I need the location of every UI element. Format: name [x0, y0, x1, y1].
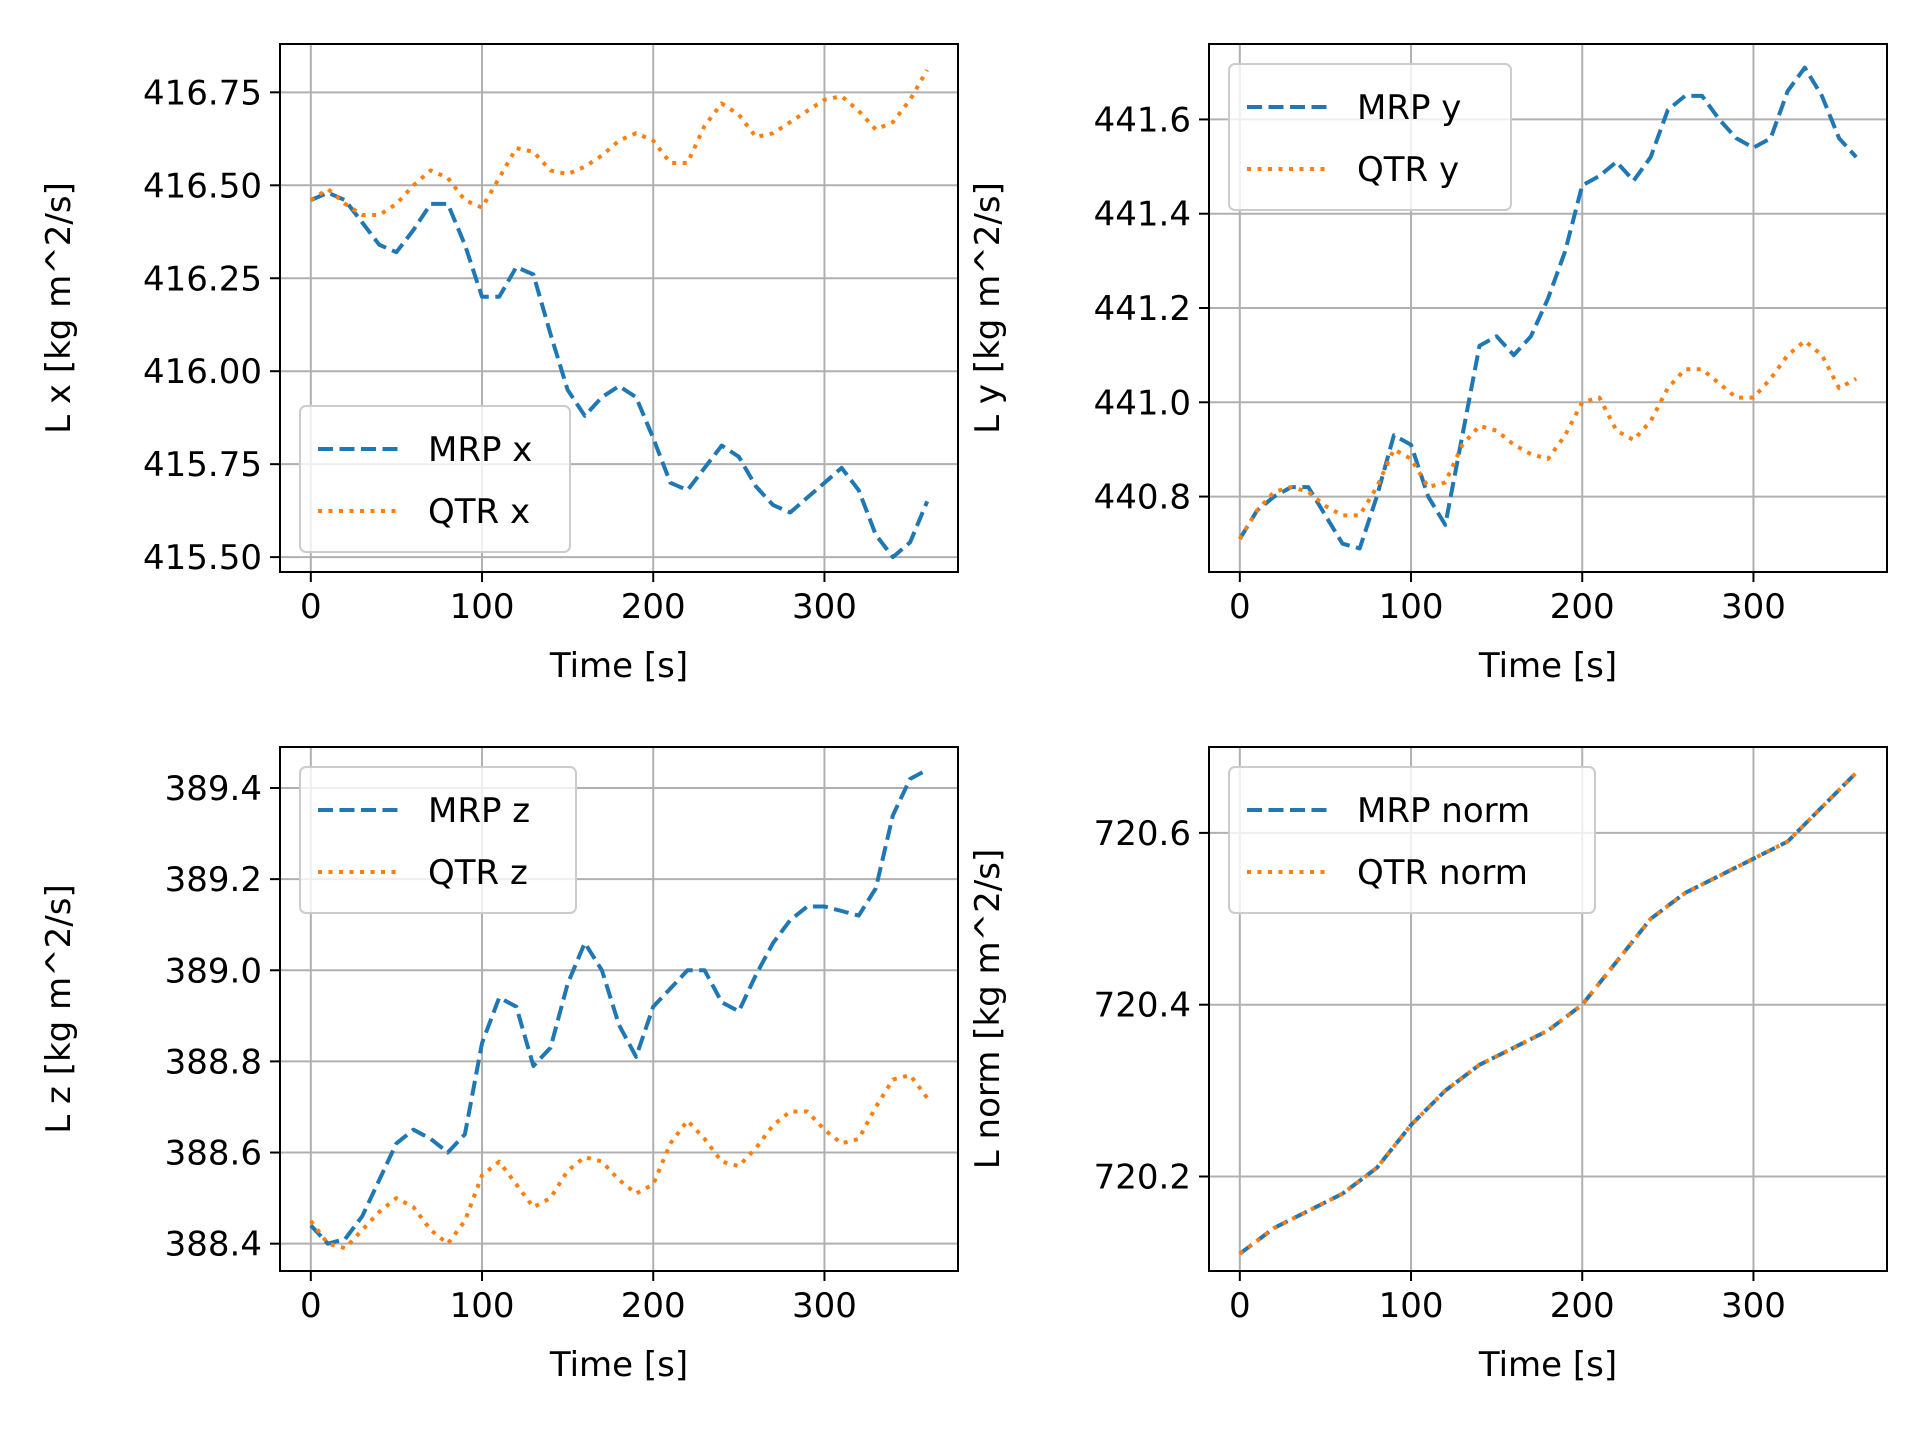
y-tick-label: 441.4: [1094, 195, 1191, 235]
series-line-qtr-z: [309, 1073, 929, 1251]
y-tick-label: 720.4: [1094, 986, 1191, 1026]
series-line-mrp-y: [1238, 65, 1858, 551]
y-tick-label: 416.25: [143, 259, 262, 299]
y-tick-label: 441.2: [1094, 289, 1191, 329]
x-tick-label: 200: [1550, 587, 1615, 627]
y-tick-label: 415.50: [143, 538, 262, 578]
axes-frame: [279, 43, 959, 573]
x-tick-label: 200: [621, 587, 686, 627]
x-tick-label: 0: [1229, 1286, 1251, 1326]
x-axis-label: Time [s]: [549, 1345, 688, 1385]
x-tick-label: 300: [792, 587, 857, 627]
x-tick-label: 200: [621, 1286, 686, 1326]
y-tick-label: 720.6: [1094, 814, 1191, 854]
y-tick-label: 440.8: [1094, 478, 1191, 518]
legend-label: QTR norm: [1357, 853, 1528, 893]
legend: MRP x QTR x: [299, 405, 571, 553]
subplot-3: 0 100 200 300 388.4 388.6 388.8 389.0 389.2 389.4…: [39, 746, 959, 1385]
legend-box: [299, 405, 571, 553]
legend-label: QTR y: [1357, 150, 1459, 190]
legend-label: MRP z: [428, 791, 530, 831]
axes-frame: [279, 746, 959, 1272]
x-tick-label: 200: [1550, 1286, 1615, 1326]
x-tick-label: 100: [450, 587, 515, 627]
y-tick-label: 441.6: [1094, 100, 1191, 140]
y-axis-label: L z [kg m^2/s]: [39, 884, 79, 1133]
legend-label: MRP x: [428, 430, 532, 470]
y-tick-label: 415.75: [143, 445, 262, 485]
legend-box: [1228, 63, 1512, 211]
x-axis-label: Time [s]: [1478, 1345, 1617, 1385]
x-tick-label: 300: [792, 1286, 857, 1326]
x-tick-label: 0: [1229, 587, 1251, 627]
y-tick-label: 416.75: [143, 73, 262, 113]
legend-box: [299, 766, 577, 914]
y-tick-label: 389.0: [165, 951, 262, 991]
legend: MRP z QTR z: [299, 766, 577, 914]
y-axis-label: L y [kg m^2/s]: [968, 182, 1008, 434]
series-line-qtr-x: [309, 69, 929, 217]
legend-box: [1228, 766, 1596, 914]
x-axis-label: Time [s]: [1478, 646, 1617, 686]
x-tick-label: 300: [1721, 587, 1786, 627]
y-tick-label: 389.4: [165, 769, 262, 809]
series-line-qtr-norm: [1238, 771, 1858, 1256]
subplot-4: 0 100 200 300 720.2 720.4 720.6 Time [s] L norm …: [968, 746, 1888, 1385]
y-tick-label: 388.4: [165, 1225, 262, 1265]
legend: MRP norm QTR norm: [1228, 766, 1596, 914]
series-line-mrp-x: [309, 190, 930, 560]
x-tick-label: 100: [1379, 1286, 1444, 1326]
x-tick-label: 100: [1379, 587, 1444, 627]
x-tick-label: 0: [300, 587, 322, 627]
y-tick-label: 416.50: [143, 166, 262, 206]
series-line-qtr-y: [1238, 339, 1858, 541]
y-tick-label: 720.2: [1094, 1158, 1191, 1198]
y-tick-label: 389.2: [165, 860, 262, 900]
subplot-2: 0 100 200 300 440.8 441.0 441.2 441.4 441.6 Time …: [968, 43, 1888, 686]
y-tick-label: 388.8: [165, 1042, 262, 1082]
y-axis-label: L x [kg m^2/s]: [39, 182, 79, 434]
subplot-1: 0 100 200 300 415.50 415.75 416.00 416.25 416.50…: [39, 43, 959, 686]
legend-label: QTR z: [428, 853, 528, 893]
y-axis-label: L norm [kg m^2/s]: [968, 849, 1008, 1169]
y-tick-label: 441.0: [1094, 383, 1191, 423]
x-tick-label: 0: [300, 1286, 322, 1326]
y-tick-label: 388.6: [165, 1134, 262, 1174]
y-tick-label: 416.00: [143, 352, 262, 392]
axes-frame: [1208, 746, 1888, 1272]
x-axis-label: Time [s]: [549, 646, 688, 686]
x-tick-label: 100: [450, 1286, 515, 1326]
series-line-mrp-z: [309, 768, 929, 1246]
legend: MRP y QTR y: [1228, 63, 1512, 211]
x-tick-label: 300: [1721, 1286, 1786, 1326]
legend-label: MRP y: [1357, 88, 1461, 128]
legend-label: MRP norm: [1357, 791, 1530, 831]
legend-label: QTR x: [428, 492, 530, 532]
